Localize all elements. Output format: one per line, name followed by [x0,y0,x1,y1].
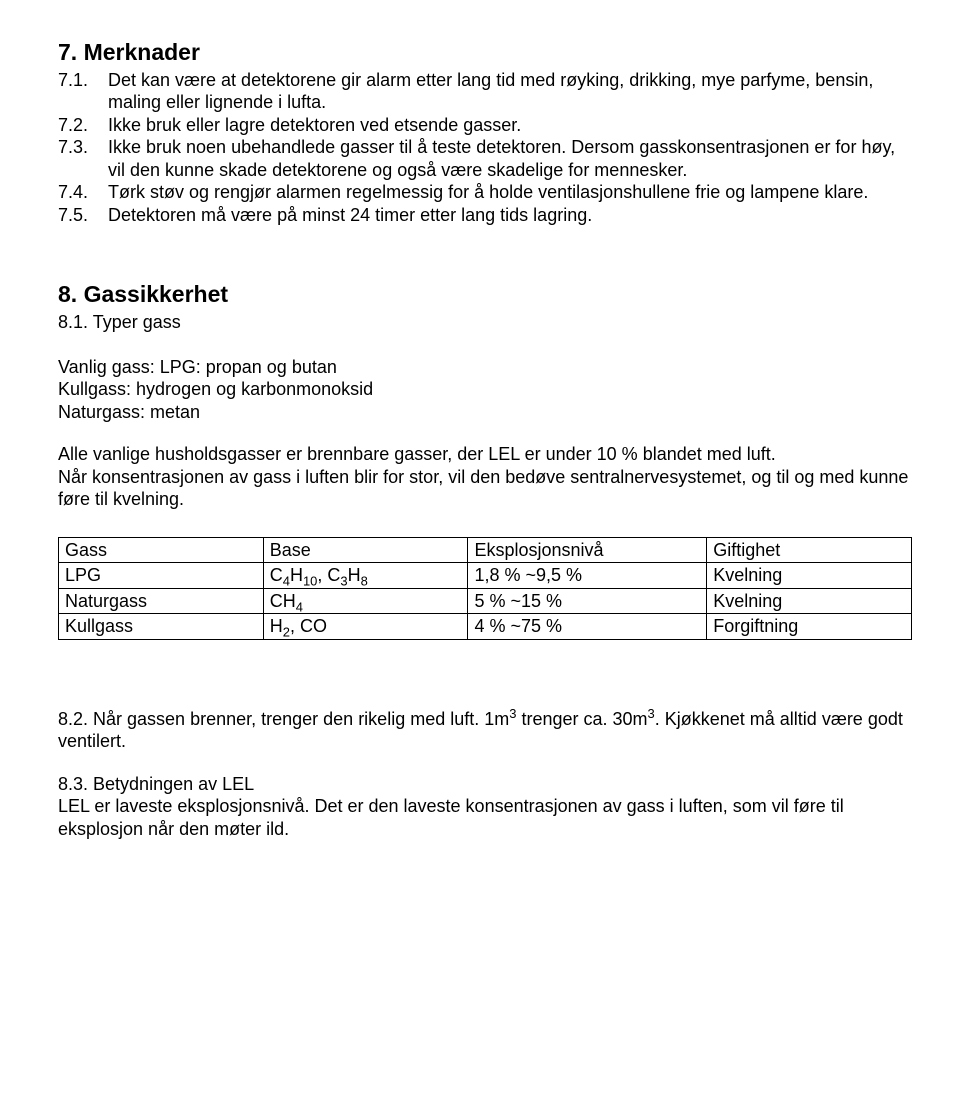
list-number: 7.5. [58,204,108,227]
section-8-2-para: 8.2. Når gassen brenner, trenger den rik… [58,708,912,753]
table-header: Eksplosjonsnivå [468,537,707,563]
list-text: Tørk støv og rengjør alarmen regelmessig… [108,181,912,204]
gas-line: Vanlig gass: LPG: propan og butan [58,356,912,379]
table-cell: LPG [59,563,264,589]
gas-line: Kullgass: hydrogen og karbonmonoksid [58,378,912,401]
section-7-list: 7.1. Det kan være at detektorene gir ala… [58,69,912,227]
section-8-para: Alle vanlige husholdsgasser er brennbare… [58,443,912,466]
table-cell: Kvelning [707,563,912,589]
table-row: Naturgass CH4 5 % ~15 % Kvelning [59,588,912,614]
table-cell: Naturgass [59,588,264,614]
table-cell: 5 % ~15 % [468,588,707,614]
table-header: Giftighet [707,537,912,563]
section-8-para: Når konsentrasjonen av gass i luften bli… [58,466,912,511]
list-text: Detektoren må være på minst 24 timer ett… [108,204,912,227]
table-cell: Kullgass [59,614,264,640]
gas-table: Gass Base Eksplosjonsnivå Giftighet LPG … [58,537,912,640]
list-text: Det kan være at detektorene gir alarm et… [108,69,912,114]
table-cell: H2, CO [263,614,468,640]
list-item: 7.4. Tørk støv og rengjør alarmen regelm… [58,181,912,204]
table-cell: C4H10, C3H8 [263,563,468,589]
list-number: 7.4. [58,181,108,204]
section-8-title: 8. Gassikkerhet [58,280,912,309]
list-text: Ikke bruk eller lagre detektoren ved ets… [108,114,912,137]
table-row: Kullgass H2, CO 4 % ~75 % Forgiftning [59,614,912,640]
table-row: LPG C4H10, C3H8 1,8 % ~9,5 % Kvelning [59,563,912,589]
section-8-3-para: LEL er laveste eksplosjonsnivå. Det er d… [58,795,912,840]
table-cell: CH4 [263,588,468,614]
section-8-3-subtitle: 8.3. Betydningen av LEL [58,773,912,796]
list-item: 7.5. Detektoren må være på minst 24 time… [58,204,912,227]
table-cell: Forgiftning [707,614,912,640]
list-item: 7.2. Ikke bruk eller lagre detektoren ve… [58,114,912,137]
table-header: Base [263,537,468,563]
list-text: Ikke bruk noen ubehandlede gasser til å … [108,136,912,181]
section-7-title: 7. Merknader [58,38,912,67]
table-cell: 4 % ~75 % [468,614,707,640]
list-item: 7.3. Ikke bruk noen ubehandlede gasser t… [58,136,912,181]
table-cell: 1,8 % ~9,5 % [468,563,707,589]
list-number: 7.2. [58,114,108,137]
list-item: 7.1. Det kan være at detektorene gir ala… [58,69,912,114]
list-number: 7.1. [58,69,108,92]
section-8-1-subtitle: 8.1. Typer gass [58,311,912,334]
table-header: Gass [59,537,264,563]
table-cell: Kvelning [707,588,912,614]
table-row: Gass Base Eksplosjonsnivå Giftighet [59,537,912,563]
gas-line: Naturgass: metan [58,401,912,424]
list-number: 7.3. [58,136,108,159]
gas-types-block: Vanlig gass: LPG: propan og butan Kullga… [58,356,912,424]
